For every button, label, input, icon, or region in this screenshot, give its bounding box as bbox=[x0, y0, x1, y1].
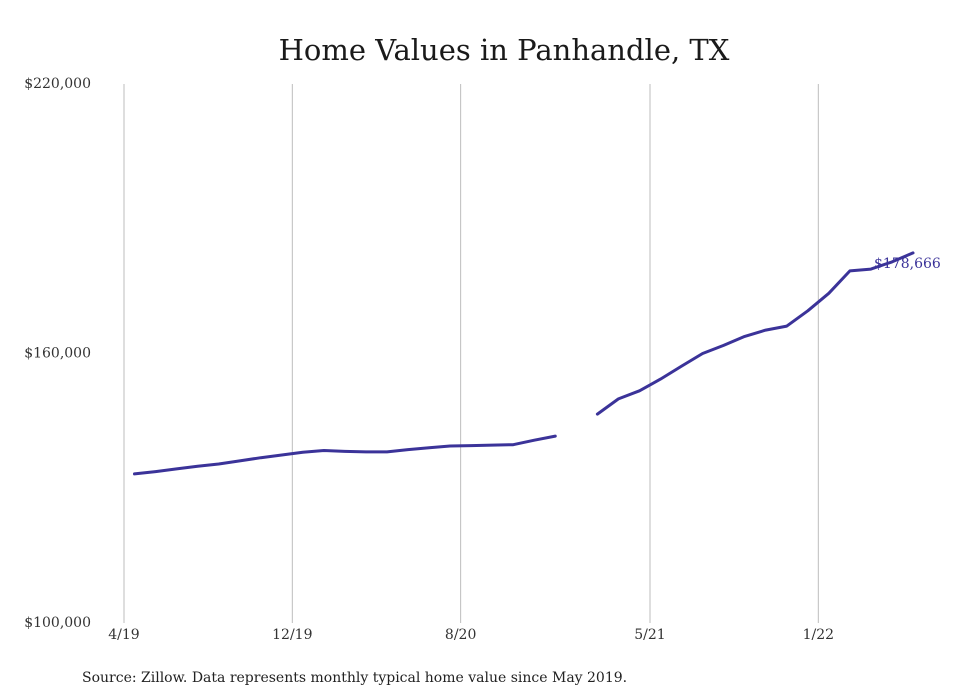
chart-title: Home Values in Panhandle, TX bbox=[279, 33, 730, 67]
y-axis-tick-labels: $220,000 $160,000 $100,000 bbox=[24, 76, 91, 631]
source-note: Source: Zillow. Data represents monthly … bbox=[82, 670, 627, 686]
series-line-segment bbox=[133, 434, 557, 476]
y-tick-label: $100,000 bbox=[24, 615, 91, 631]
y-tick-label: $220,000 bbox=[24, 76, 91, 92]
series-line-segment bbox=[595, 251, 915, 416]
x-axis-tick-labels: 4/19 12/19 8/20 5/21 1/22 bbox=[108, 627, 834, 643]
series-lines bbox=[133, 251, 915, 476]
x-tick-label: 1/22 bbox=[803, 627, 834, 643]
vertical-gridlines bbox=[123, 84, 819, 623]
x-tick-label: 4/19 bbox=[108, 627, 139, 643]
y-tick-label: $160,000 bbox=[24, 346, 91, 362]
x-tick-label: 5/21 bbox=[634, 627, 665, 643]
x-tick-label: 12/19 bbox=[272, 627, 312, 643]
end-value-label: $178,666 bbox=[874, 256, 941, 272]
x-tick-label: 8/20 bbox=[445, 627, 476, 643]
